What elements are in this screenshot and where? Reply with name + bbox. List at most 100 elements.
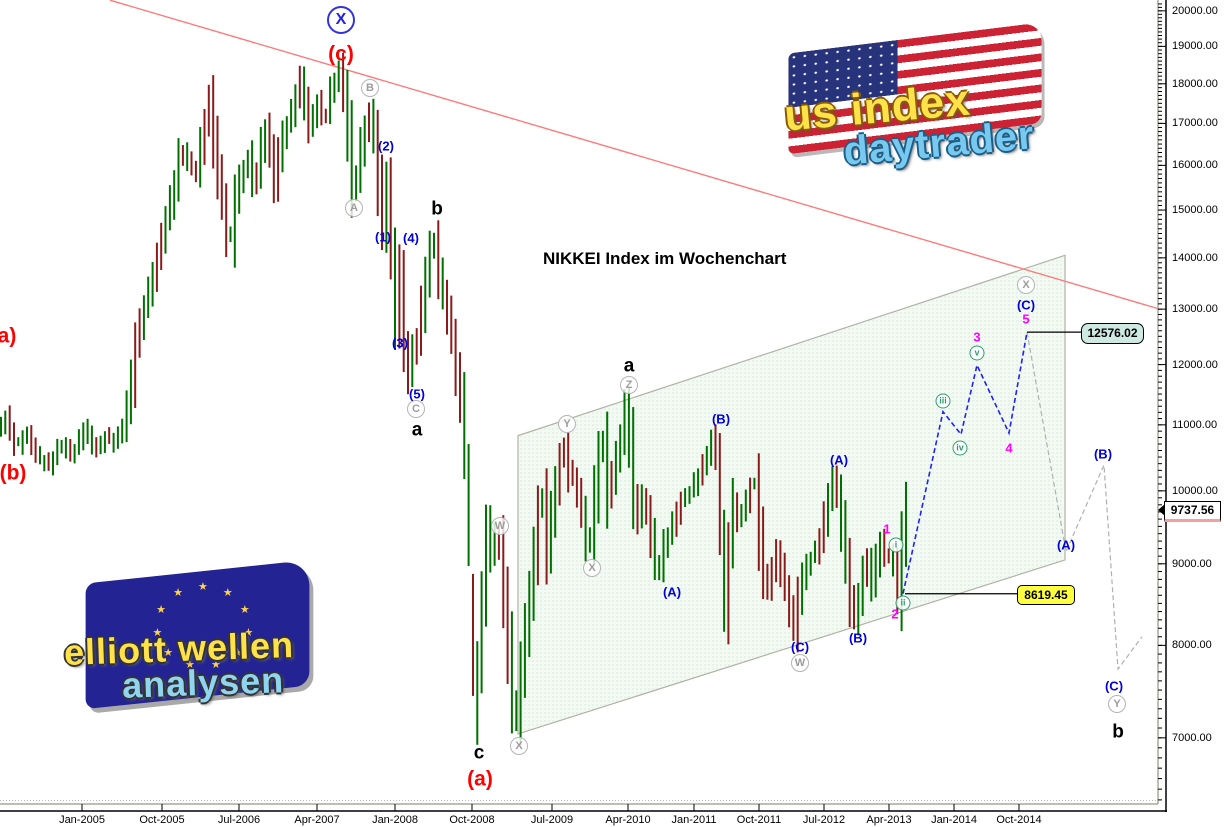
price-bar (268, 112, 271, 168)
eu-star-icon: ★ (232, 647, 243, 660)
price-bar (108, 427, 111, 444)
price-bar (103, 431, 106, 453)
wave-label-magenta-1: 1 (883, 521, 891, 537)
price-bar (762, 506, 765, 600)
price-bar (523, 603, 526, 698)
wave-label-gray-circle-X: X (510, 737, 528, 755)
date-axis-label: Jan-2011 (671, 814, 717, 826)
price-bar (727, 522, 730, 645)
price-bar (731, 478, 734, 569)
price-bar (207, 84, 210, 137)
price-bar (679, 491, 682, 525)
price-bar (597, 431, 600, 524)
price-bar (56, 438, 59, 466)
price-bar (34, 437, 37, 463)
price-bar (792, 595, 795, 641)
price-bar (376, 109, 379, 217)
price-bar (874, 543, 877, 598)
price-bar (194, 160, 197, 183)
date-axis-label: Oct-2005 (139, 814, 185, 826)
price-bar (861, 555, 864, 616)
date-axis-label: Apr-2010 (605, 814, 651, 826)
price-bar (246, 149, 249, 179)
price-bar (805, 553, 808, 591)
date-axis-label: Jan-2008 (372, 814, 418, 826)
price-bar (272, 134, 275, 204)
price-bar (536, 485, 539, 586)
price-bar (181, 145, 184, 166)
price-bar (480, 571, 483, 694)
price-bar (848, 537, 851, 628)
price-bar (363, 115, 366, 167)
wave-label-black-b: b (1112, 721, 1124, 743)
price-bar (567, 432, 570, 493)
price-bar (216, 115, 219, 200)
wave-label-blue-C: (C) (1016, 297, 1036, 313)
price-bar (580, 477, 583, 528)
bullish-projection-path (902, 331, 1028, 594)
price-bar (238, 164, 241, 214)
logo-ew-text-2: analysen (121, 659, 285, 706)
price-bar (623, 389, 626, 455)
date-axis-label: Oct-2014 (996, 814, 1042, 826)
wave-label-teal-circle-iii: iii (935, 393, 951, 409)
price-bar (407, 331, 409, 395)
price-bar (675, 501, 678, 537)
price-bar (441, 257, 444, 310)
price-bar (420, 285, 422, 356)
price-bar (770, 557, 773, 601)
price-axis-label: 16000.00 (1172, 159, 1218, 172)
price-bar (844, 500, 847, 584)
wave-label-black-a: a (623, 355, 635, 377)
price-bar (831, 466, 834, 511)
price-bar (303, 66, 306, 121)
price-bar (264, 119, 267, 163)
price-bar (705, 445, 708, 476)
price-bar (320, 89, 323, 126)
price-bar (775, 539, 778, 583)
price-target-tag: 12576.02 (1081, 322, 1144, 344)
price-axis-label: 18000.00 (1172, 77, 1218, 90)
price-bar (653, 517, 656, 580)
us-index-daytrader-watermark: us index daytrader (776, 22, 1071, 180)
price-axis-label: 15000.00 (1172, 204, 1218, 217)
eu-star-icon: ★ (156, 604, 167, 617)
price-bar (601, 430, 604, 463)
price-axis-label: 8000.00 (1172, 639, 1212, 652)
price-bar (147, 276, 150, 318)
price-bar (52, 451, 54, 476)
price-bar (493, 522, 496, 566)
price-bar (697, 468, 700, 497)
wave-label-blue-C: (C) (790, 639, 810, 655)
price-bar (853, 585, 855, 630)
price-bar (571, 459, 574, 486)
price-bar (614, 440, 617, 495)
wave-label-gray-circle-Z: Z (620, 376, 638, 394)
wave-label-magenta-2: 2 (891, 606, 899, 622)
wave-label-gray-circle-Y: Y (1108, 695, 1126, 713)
price-bar (467, 444, 470, 566)
price-bar (394, 227, 396, 350)
price-bar (138, 308, 141, 358)
price-bar (424, 256, 427, 334)
price-bar (588, 527, 591, 553)
eu-star-icon: ★ (210, 659, 221, 672)
price-bar (814, 540, 816, 563)
price-bar (688, 486, 691, 504)
wave-label-gray-circle-A: A (345, 199, 363, 217)
trend-channel (517, 254, 1066, 735)
price-bar (753, 477, 756, 490)
entry-level-tag: 8619.45 (1017, 584, 1075, 605)
price-bar (472, 573, 474, 696)
price-bar (619, 424, 622, 473)
wave-label-blue-C: (C) (1104, 678, 1124, 694)
price-bar (151, 262, 154, 307)
price-bar (229, 226, 232, 243)
price-bar (294, 84, 297, 128)
price-bar (857, 582, 860, 636)
wave-label-teal-circle-iv: iv (952, 440, 968, 456)
date-axis-label: Jan-2014 (931, 814, 977, 826)
price-bar (121, 418, 124, 444)
price-bar (164, 206, 167, 254)
wave-label-red-b: (b) (0, 461, 27, 485)
